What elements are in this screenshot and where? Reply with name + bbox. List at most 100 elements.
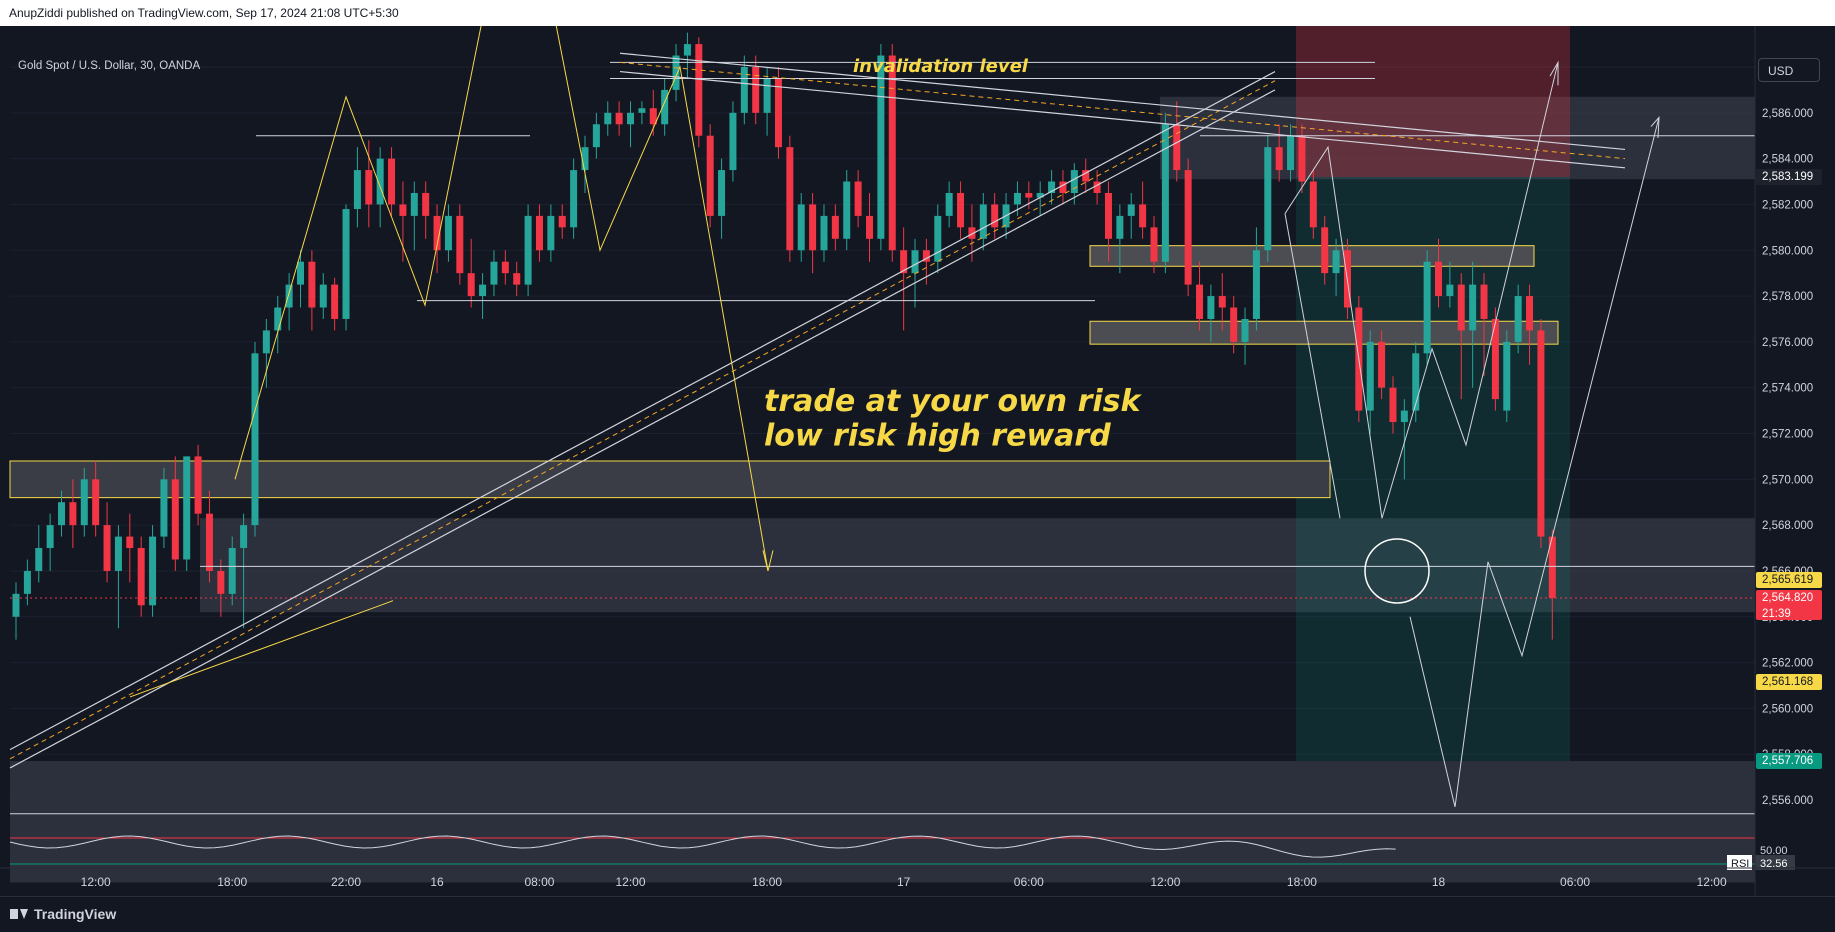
candle-body	[774, 78, 782, 148]
candle-body	[160, 479, 168, 537]
projection-path-1	[1284, 62, 1559, 519]
target-zone	[1296, 176, 1570, 761]
candle-body	[501, 261, 509, 274]
candle-body	[69, 502, 77, 526]
candle-body	[1526, 296, 1534, 331]
candle-body	[797, 204, 805, 251]
candle-body	[23, 570, 31, 594]
candle-body	[706, 135, 714, 216]
price-tick-label: 2,568.000	[1762, 520, 1813, 532]
candle-body	[456, 215, 464, 274]
candle-body	[1378, 341, 1386, 388]
candle-body	[957, 192, 965, 228]
candle-body	[820, 215, 828, 251]
candle-body	[854, 181, 862, 216]
arrow-head-1	[1549, 60, 1559, 86]
candle-body	[217, 570, 225, 594]
candle-body	[1070, 170, 1078, 193]
time-tick-label: 12:00	[1150, 875, 1180, 889]
price-tick-label: 2,560.000	[1762, 703, 1813, 715]
time-tick-label: 18:00	[752, 875, 782, 889]
candle-body	[1127, 204, 1135, 216]
stop-loss-zone	[1296, 26, 1570, 177]
candle-body	[1537, 330, 1545, 537]
time-tick-label: 16	[430, 875, 444, 889]
candle-body	[1207, 296, 1215, 319]
tradingview-logo-icon	[10, 909, 28, 919]
time-tick-label: 18	[1432, 875, 1446, 889]
candle-body	[922, 250, 930, 262]
candle-body	[945, 192, 953, 216]
lower-zone	[10, 761, 1755, 883]
candle-body	[80, 479, 88, 526]
chart-area[interactable]: invalidation level trade at your own risk…	[0, 26, 1835, 896]
candle-body	[422, 192, 430, 216]
candle-body	[35, 548, 43, 571]
risk-note-line-2: low risk high reward	[764, 419, 1111, 454]
tradingview-logo[interactable]: TradingView	[10, 906, 116, 922]
candle-body	[1503, 341, 1511, 411]
candle-body	[137, 548, 145, 606]
candle-body	[558, 215, 566, 228]
yellow-zone-1	[9, 460, 1331, 499]
price-chart-svg[interactable]: invalidation level trade at your own risk…	[0, 26, 1835, 896]
candle-body	[1048, 181, 1056, 193]
candle-body	[1491, 318, 1499, 400]
price-tick-label: 2,570.000	[1762, 474, 1813, 486]
rsi-name-box	[1727, 855, 1752, 870]
candle-body	[490, 261, 498, 285]
candle-body	[410, 192, 418, 216]
candle-body	[126, 536, 134, 549]
candle-body	[1321, 227, 1329, 274]
risk-note-line-1: trade at your own risk	[764, 384, 1142, 419]
candle-body	[171, 479, 179, 560]
candle-body	[297, 261, 304, 285]
candle-body	[763, 78, 771, 113]
candle-body	[114, 536, 122, 571]
candle-body	[1150, 227, 1158, 262]
candle-body	[376, 158, 384, 205]
yellow-trend-line	[129, 600, 394, 698]
yellow-zone-2	[1089, 245, 1535, 267]
candle-body	[240, 525, 248, 549]
candle-body	[1082, 170, 1090, 182]
currency-button[interactable]: USD	[1758, 58, 1820, 82]
candle-body	[58, 502, 66, 526]
candle-body	[570, 170, 578, 228]
candle-body	[433, 215, 441, 251]
candle-body	[1275, 147, 1283, 171]
arrow-head-2	[1650, 115, 1660, 139]
candle-body	[1400, 410, 1408, 423]
candle-body	[1469, 284, 1477, 331]
channel-lower	[9, 89, 1276, 769]
time-tick-label: 12:00	[81, 875, 111, 889]
price-tick-label: 2,586.000	[1762, 108, 1813, 120]
candle-body	[1196, 284, 1204, 319]
time-tick-label: 06:00	[1560, 875, 1590, 889]
candle-body	[1389, 387, 1397, 423]
current-price-text: 2,564.820	[1762, 591, 1814, 604]
candle-body	[1366, 341, 1374, 411]
candle-body	[661, 89, 669, 125]
candle-body	[365, 170, 373, 205]
candle-body	[1332, 250, 1340, 274]
candle-body	[888, 55, 896, 251]
resistance-zone	[1160, 96, 1755, 180]
candle-body	[331, 284, 339, 319]
falling-channel-lower	[619, 70, 1626, 169]
candle-body	[729, 112, 737, 171]
rsi-value: 32.56	[1760, 858, 1788, 870]
time-tick-label: 12:00	[1697, 875, 1727, 889]
footer-bar: TradingView	[0, 896, 1835, 932]
zones-layer	[9, 26, 1755, 883]
rsi-line	[9, 835, 1396, 858]
price-tick-label: 2,556.000	[1762, 795, 1813, 807]
candle-body	[683, 44, 691, 56]
yellow-zone-3	[1089, 320, 1559, 345]
price-tick-label: 2,574.000	[1762, 383, 1813, 395]
candle-body	[262, 330, 270, 354]
candle-body	[968, 227, 976, 239]
candle-body	[1309, 181, 1317, 228]
rsi-value-box	[1755, 855, 1795, 870]
time-tick-label: 18:00	[1287, 875, 1317, 889]
